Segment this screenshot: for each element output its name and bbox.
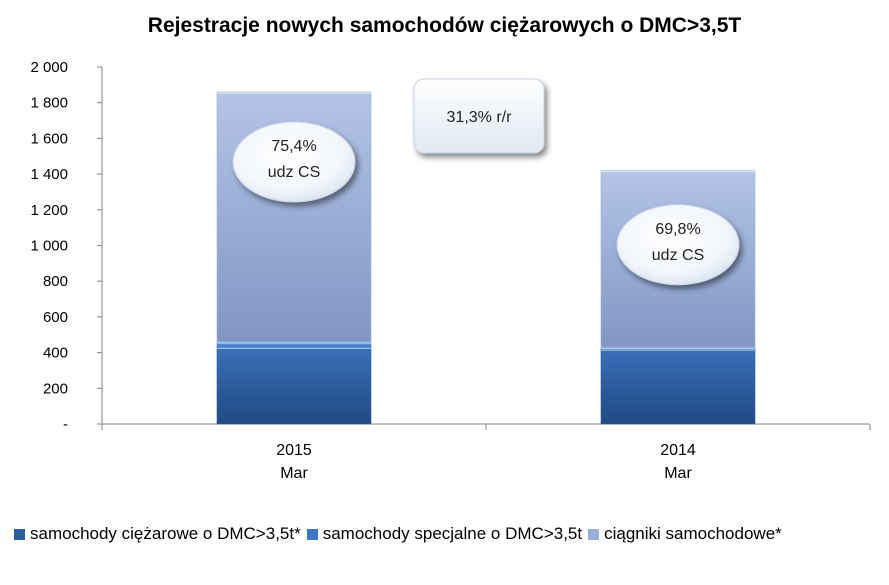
y-tick-label: 1 200	[30, 202, 68, 219]
legend-label: samochody specjalne o DMC>3,5t	[322, 524, 583, 543]
legend-swatch	[14, 528, 25, 540]
bar-segment-series-0	[600, 348, 756, 425]
y-tick-label: 1 600	[30, 130, 68, 147]
legend-swatch	[588, 528, 600, 540]
x-category-label: Mar	[280, 465, 308, 482]
chart-title: Rejestracje nowych samochodów ciężarowyc…	[147, 14, 742, 37]
annotation-text: udz CS	[268, 164, 320, 181]
y-tick-label: 1 400	[30, 166, 68, 183]
y-tick-label: 1 800	[30, 95, 68, 112]
y-tick-label: 400	[43, 345, 68, 362]
y-tick-label: 2 000	[30, 59, 68, 76]
y-tick-label: 200	[43, 380, 68, 397]
legend-label: samochody ciężarowe o DMC>3,5t*	[30, 524, 301, 543]
annotation-text: udz CS	[652, 247, 704, 264]
annotation-text: 31,3% r/r	[447, 109, 513, 126]
x-category-label: 2015	[276, 442, 312, 459]
legend-item: ciągniki samochodowe*	[588, 524, 782, 544]
legend-swatch	[306, 528, 318, 540]
annotation-text: 75,4%	[271, 138, 316, 155]
annotation-text: 69,8%	[655, 221, 700, 238]
annotation-bubble	[616, 204, 740, 286]
x-category-label: Mar	[664, 465, 692, 482]
y-tick-label: 1 000	[30, 238, 68, 255]
x-category-label: 2014	[660, 442, 696, 459]
y-tick-label: 600	[43, 309, 68, 326]
bar-segment-series-0	[216, 346, 372, 425]
annotation-bubble	[232, 121, 356, 203]
legend-item: samochody specjalne o DMC>3,5t	[306, 524, 583, 544]
legend-label: ciągniki samochodowe*	[604, 524, 782, 543]
legend: samochody ciężarowe o DMC>3,5t* samochody…	[14, 522, 884, 546]
legend-item: samochody ciężarowe o DMC>3,5t*	[14, 524, 301, 544]
y-tick-label: -	[63, 416, 68, 433]
annotation-box	[413, 78, 545, 154]
y-tick-label: 800	[43, 273, 68, 290]
